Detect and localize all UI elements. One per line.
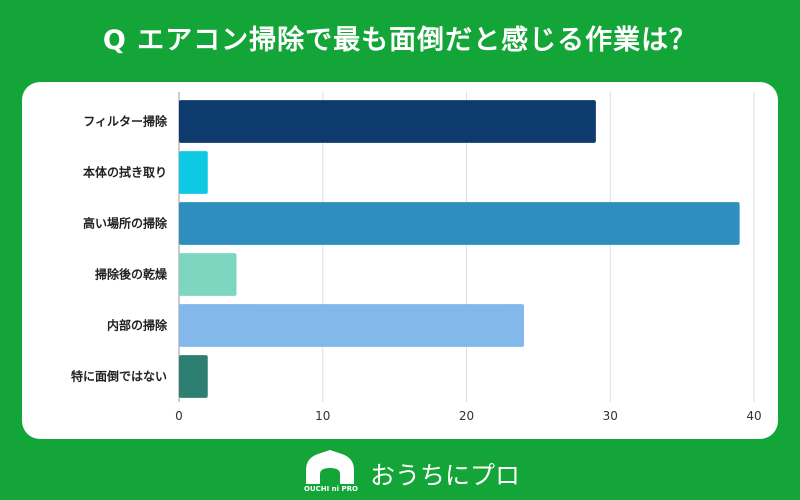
bar-chart: フィルター掃除本体の拭き取り高い場所の掃除掃除後の乾燥内部の掃除特に面倒ではない…	[71, 92, 762, 423]
bar-3	[179, 202, 740, 245]
category-label-5: 内部の掃除	[107, 318, 168, 333]
x-tick-labels: 0 10 20 30 40	[175, 409, 761, 423]
category-label-2: 本体の拭き取り	[83, 165, 167, 180]
chart-card: フィルター掃除 本体の拭き取り 高い場所の掃除掃除後の乾燥内部の掃除特に面倒ではない…	[22, 82, 778, 439]
x-tick-20: 20	[459, 409, 474, 423]
bar-4	[179, 253, 237, 296]
category-label-3: 高い場所の掃除	[83, 216, 168, 231]
bars	[179, 100, 740, 398]
brand: OUCHI ni PRO おうちにプロ	[302, 450, 520, 496]
category-label-6: 特に面倒ではない	[71, 369, 167, 384]
logo-text: OUCHI ni PRO	[304, 485, 358, 493]
x-tick-30: 30	[603, 409, 618, 423]
grid-lines	[178, 92, 755, 402]
chart-title: Q エアコン掃除で最も面倒だと感じる作業は？	[102, 25, 698, 56]
x-tick-0: 0	[175, 409, 183, 423]
brand-name: おうちにプロ	[370, 461, 521, 490]
x-tick-10: 10	[315, 409, 330, 423]
bar-2	[179, 151, 208, 194]
category-label-4: 掃除後の乾燥	[95, 267, 168, 282]
x-tick-40: 40	[746, 409, 761, 423]
bar-5	[179, 304, 524, 347]
category-label-1: フィルター掃除	[83, 114, 168, 129]
bar-1	[179, 100, 596, 143]
house-logo-icon	[306, 450, 354, 484]
bar-6	[179, 355, 208, 398]
